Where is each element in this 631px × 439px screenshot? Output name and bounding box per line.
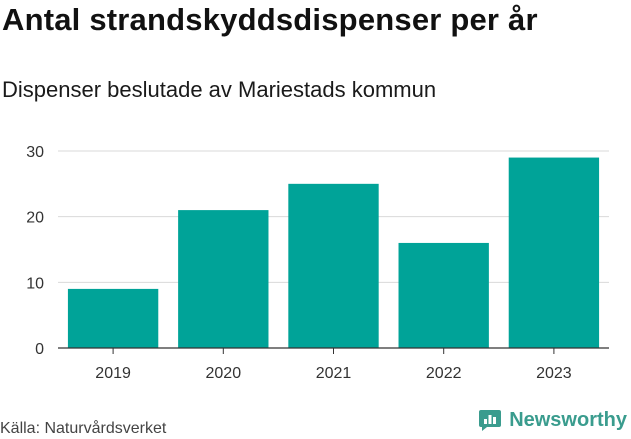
- y-tick-label: 20: [26, 210, 44, 227]
- bar: [508, 157, 600, 348]
- source-note: Källa: Naturvårdsverket: [0, 420, 167, 437]
- bar: [288, 183, 379, 348]
- x-tick-label: 2019: [95, 365, 131, 382]
- chart-title: Antal strandskyddsdispenser per år: [2, 2, 538, 37]
- x-tick-label: 2022: [426, 365, 462, 382]
- bar: [178, 210, 269, 348]
- brand-logo: Newsworthy: [478, 408, 627, 432]
- y-tick-label: 30: [26, 144, 44, 161]
- x-tick-label: 2021: [316, 365, 352, 382]
- bar-chart: 0 10 20 30 2019 2020 2021 2022 2023: [26, 144, 609, 382]
- bar: [67, 288, 159, 348]
- chart-subtitle: Dispenser beslutade av Mariestads kommun: [2, 77, 437, 102]
- brand-name: Newsworthy: [509, 408, 627, 431]
- bar: [398, 242, 489, 348]
- bar-chart-logo-icon: [479, 410, 502, 431]
- x-tick-label: 2020: [206, 365, 242, 382]
- y-tick-label: 0: [35, 341, 44, 358]
- x-tick-label: 2023: [536, 365, 572, 382]
- y-tick-label: 10: [26, 275, 44, 292]
